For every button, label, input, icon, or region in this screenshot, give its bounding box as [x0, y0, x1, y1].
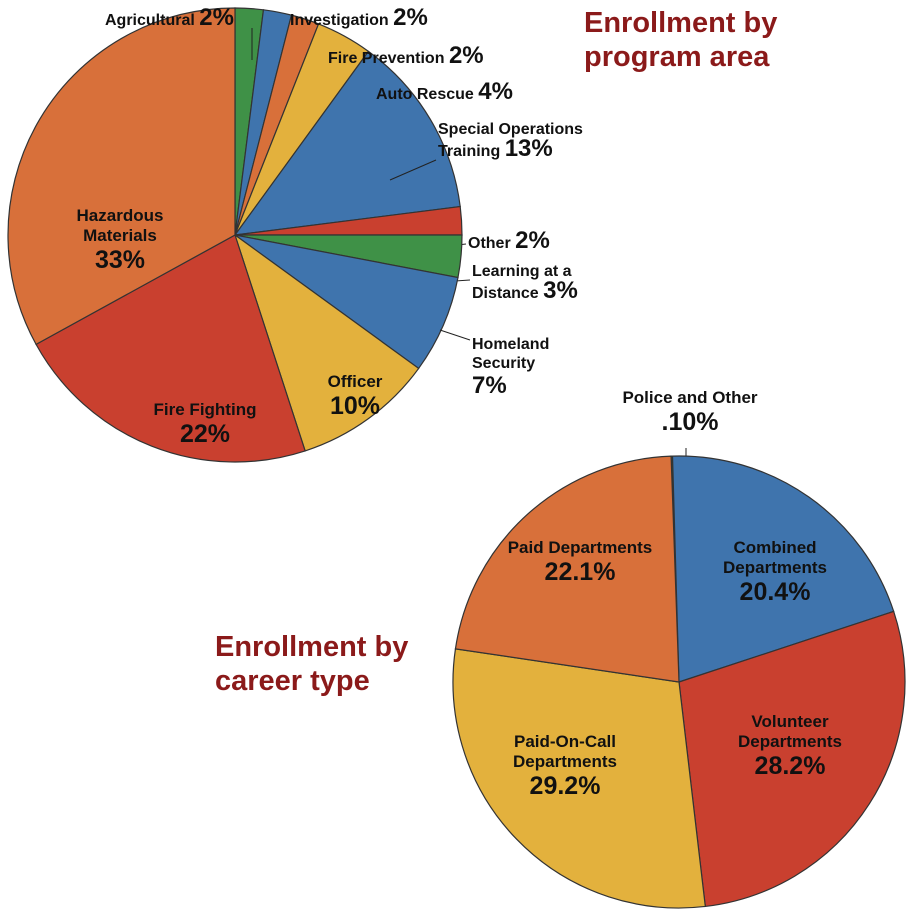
slice-label: Special Operations Training 13% [438, 120, 648, 161]
slice-name: Special Operations Training [438, 121, 583, 160]
slice-label: Fire Prevention 2% [328, 44, 528, 68]
slice-label: Investigation 2% [290, 6, 490, 30]
slice-name: Officer [327, 372, 383, 391]
slice-name: Auto Rescue [376, 86, 474, 103]
slice-label: Police and Other .10% [590, 388, 790, 436]
slice-label: Combined Departments 20.4% [700, 538, 850, 606]
slice-label: Other 2% [468, 229, 668, 253]
slice-label: Hazardous Materials 33% [50, 206, 190, 274]
slice-value: 3% [543, 277, 578, 304]
slice-label: Homeland Security 7% [472, 335, 582, 399]
slice-label: Learning at a Distance 3% [472, 262, 622, 303]
slice-name: Fire Prevention [328, 50, 445, 67]
leader-line [439, 329, 471, 341]
pie-slice [452, 648, 706, 909]
pie-slice [454, 455, 680, 683]
slice-name: Hazardous Materials [76, 206, 164, 245]
slice-value: 2% [199, 4, 234, 31]
slice-name: Police and Other [622, 388, 758, 407]
slice-name: Homeland Security [472, 336, 550, 372]
chart-title: Enrollment by program area [584, 7, 778, 73]
pie-slice [7, 7, 236, 346]
slice-value: 2% [448, 42, 484, 69]
leader-line [389, 159, 437, 181]
slice-name: Agricultural [105, 12, 195, 29]
slice-value: 13% [504, 135, 553, 162]
slice-value: 29.2% [529, 772, 601, 800]
slice-name: Learning at a Distance [472, 263, 572, 302]
slice-value: 10% [329, 392, 381, 420]
slice-value: 22% [179, 420, 231, 448]
slice-value: 20.4% [739, 578, 811, 606]
pie-slice [35, 234, 306, 463]
pie-slice [678, 610, 906, 908]
slice-value: 4% [478, 78, 513, 105]
slice-label: Auto Rescue 4% [376, 80, 576, 104]
slice-name: Fire Fighting [153, 400, 257, 419]
slice-label: Volunteer Departments 28.2% [715, 712, 865, 780]
slice-name: Combined Departments [723, 538, 827, 577]
pie-slice [671, 455, 895, 683]
slice-name: Paid Departments [507, 538, 653, 557]
slice-label: Paid-On-Call Departments 29.2% [490, 732, 640, 800]
slice-label: Agricultural 2% [105, 6, 305, 30]
slice-name: Paid-On-Call Departments [513, 732, 617, 771]
slice-name: Investigation [290, 12, 389, 29]
pie-slice [233, 50, 461, 236]
slice-label: Paid Departments 22.1% [505, 538, 655, 586]
chart-title: Enrollment by career type [215, 631, 409, 697]
slice-value: .10% [661, 408, 719, 436]
slice-label: Officer 10% [300, 372, 410, 420]
slice-name: Volunteer Departments [738, 712, 842, 751]
slice-value: 7% [472, 372, 507, 399]
slice-value: 2% [393, 4, 428, 31]
slice-label: Fire Fighting 22% [135, 400, 275, 448]
slice-value: 28.2% [754, 752, 826, 780]
slice-value: 33% [94, 246, 146, 274]
slice-name: Other [468, 235, 511, 252]
slice-value: 2% [515, 227, 550, 254]
slice-value: 22.1% [544, 558, 616, 586]
pie-slice [233, 233, 420, 452]
